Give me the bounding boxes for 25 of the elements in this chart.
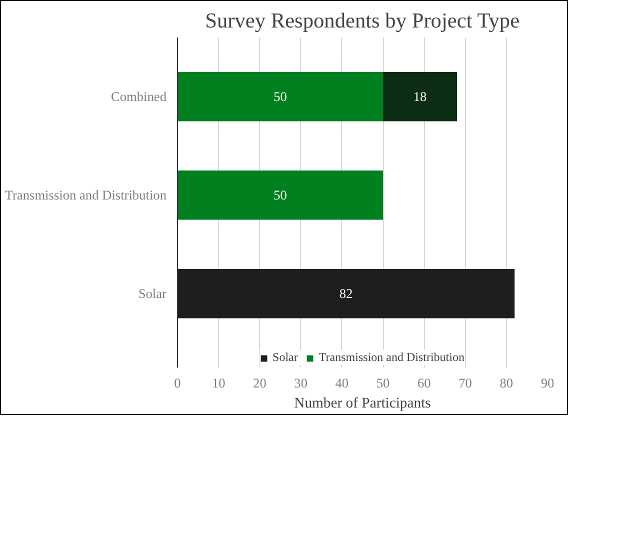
- data-label: 50: [274, 188, 288, 203]
- y-tick-label: Combined: [110, 89, 167, 104]
- data-label: 18: [413, 89, 428, 104]
- x-tick-label: 40: [335, 376, 349, 390]
- bar: [178, 72, 384, 122]
- bar: [178, 170, 384, 220]
- legend-label: Solar: [272, 350, 298, 365]
- y-tick-label: Transmission and Distribution: [4, 188, 167, 203]
- bar: [178, 268, 515, 318]
- x-tick-label: 80: [500, 376, 514, 390]
- x-tick-label: 70: [458, 376, 472, 390]
- x-tick-label: 60: [418, 376, 432, 390]
- x-tick-label: 0: [174, 376, 182, 390]
- data-label: 50: [274, 89, 288, 104]
- legend-label: Transmission and Distribution: [318, 350, 464, 365]
- x-tick-label: 20: [253, 376, 267, 390]
- x-tick-label: 50: [376, 376, 390, 390]
- x-tick-label: 10: [212, 376, 226, 390]
- x-axis-title: Number of Participants: [294, 396, 432, 412]
- bar: [383, 72, 458, 122]
- x-tick-label: 90: [540, 376, 554, 390]
- x-tick-label: 30: [294, 376, 308, 390]
- y-tick-label: Solar: [138, 286, 168, 302]
- chart-title: Survey Respondents by Project Type: [205, 8, 520, 32]
- data-label: 82: [339, 286, 353, 302]
